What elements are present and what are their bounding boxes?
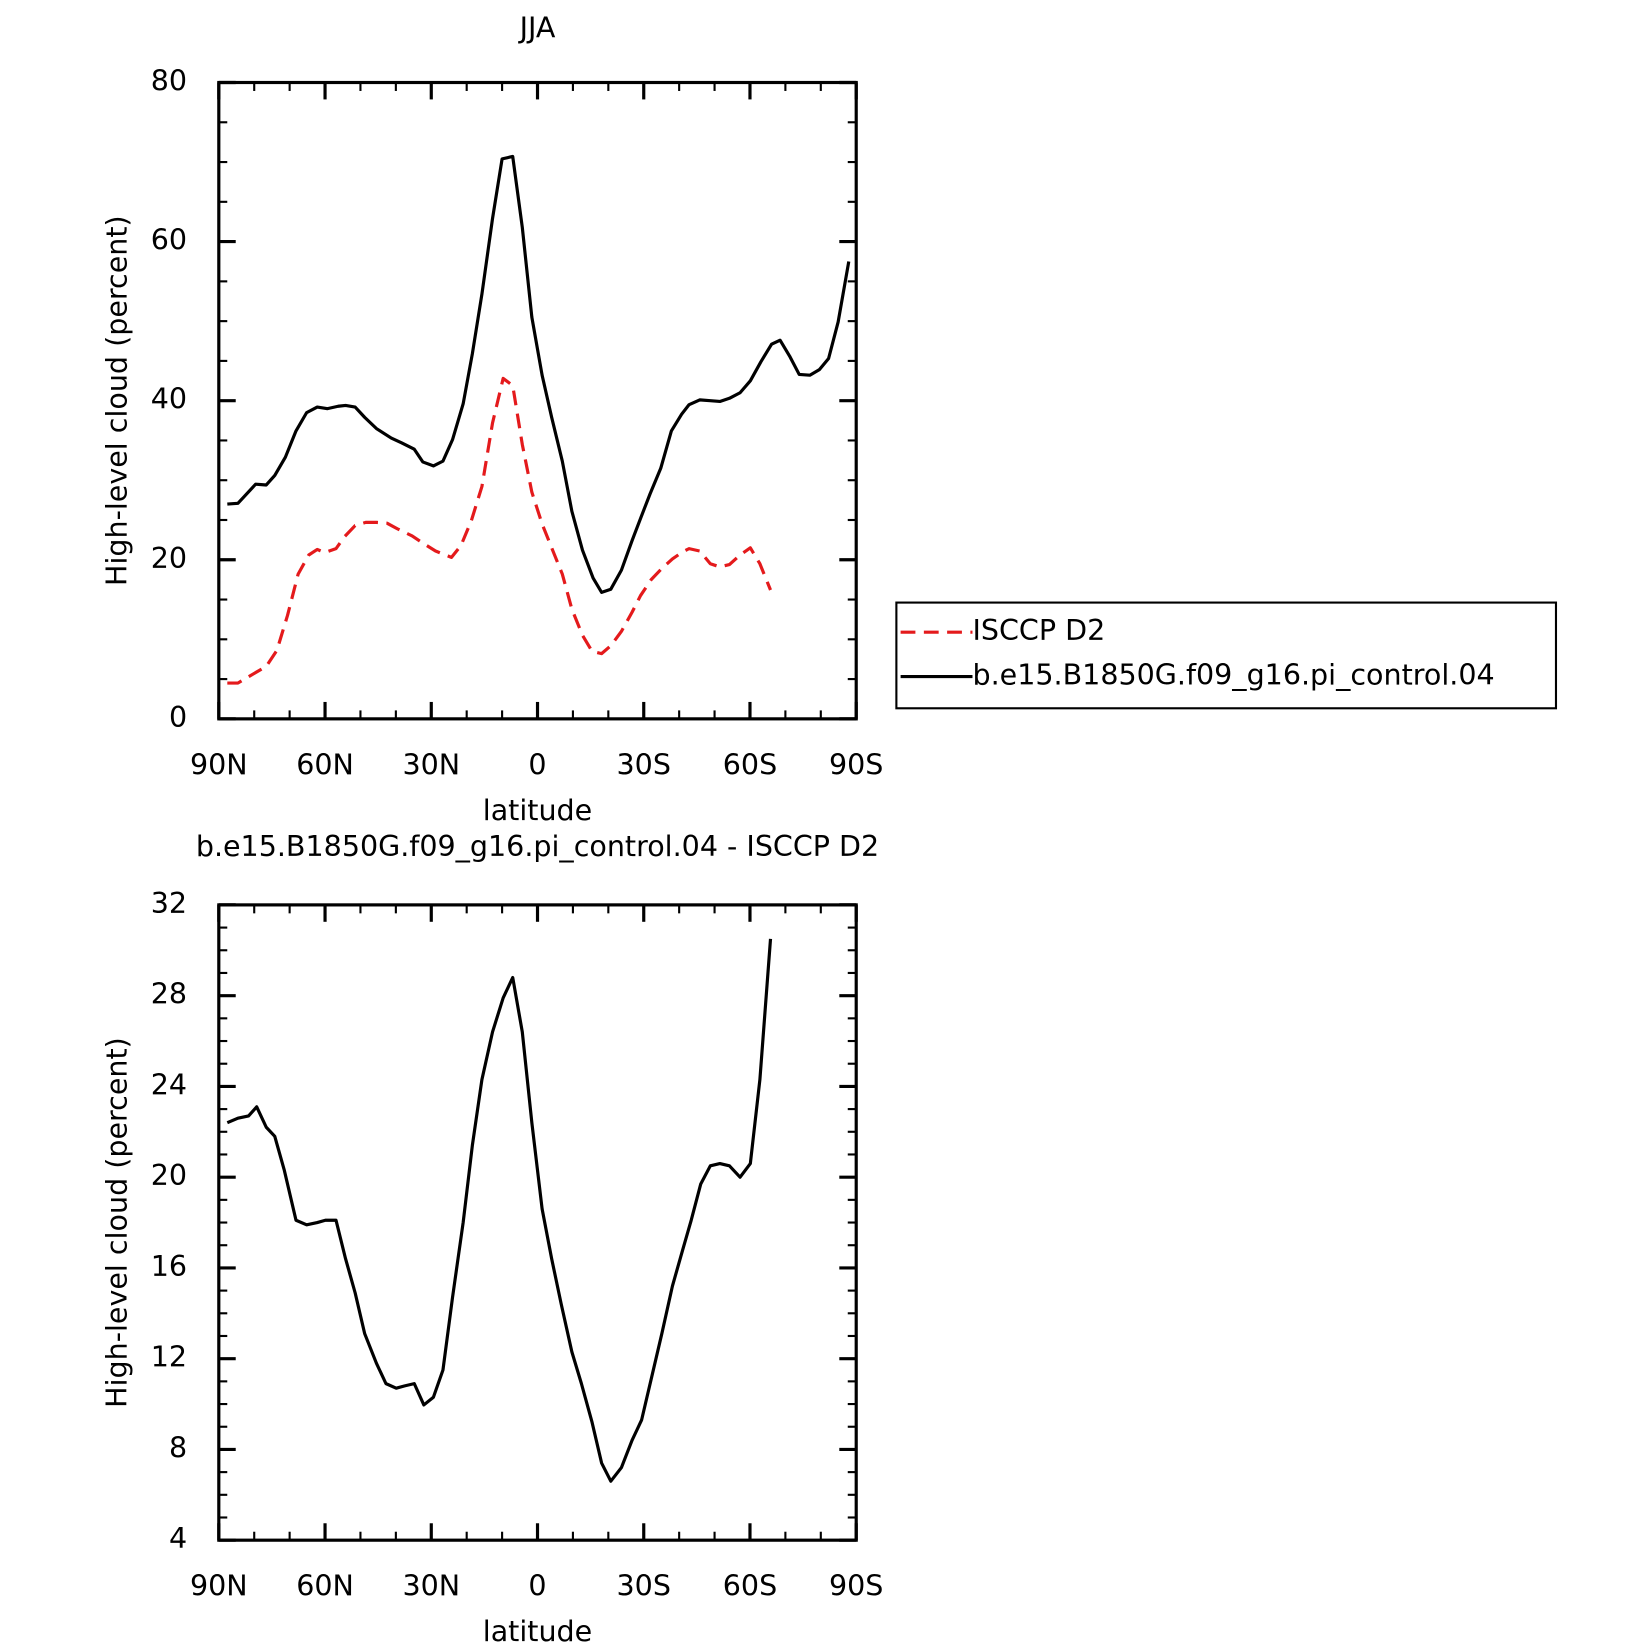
chart-title: JJA — [518, 12, 556, 45]
x-tick-label: 60N — [296, 748, 354, 781]
x-tick-label: 90S — [829, 1570, 883, 1603]
y-tick-label: 16 — [151, 1250, 187, 1283]
chart-title: b.e15.B1850G.f09_g16.pi_control.04 - ISC… — [196, 830, 879, 863]
y-tick-label: 20 — [151, 542, 187, 575]
y-tick-label: 28 — [151, 978, 187, 1011]
y-tick-label: 8 — [169, 1431, 187, 1464]
x-tick-label: 30N — [402, 748, 460, 781]
data-line — [227, 154, 851, 594]
y-axis-label: High-level cloud (percent) — [100, 215, 133, 586]
x-tick-label: 90N — [190, 1570, 248, 1603]
legend-label: ISCCP D2 — [972, 614, 1105, 647]
x-tick-label: 30N — [402, 1570, 460, 1603]
x-tick-label: 90N — [190, 748, 248, 781]
y-tick-label: 60 — [151, 224, 187, 257]
data-line — [226, 938, 773, 1483]
x-tick-label: 60S — [723, 748, 777, 781]
y-tick-label: 24 — [151, 1068, 187, 1101]
legend-label: b.e15.B1850G.f09_g16.pi_control.04 — [972, 659, 1494, 692]
x-tick-label: 30S — [617, 748, 671, 781]
y-tick-label: 80 — [151, 65, 187, 98]
plot-frame — [217, 903, 858, 1542]
data-line — [227, 376, 772, 685]
y-tick-label: 32 — [151, 887, 187, 920]
y-tick-label: 4 — [169, 1522, 187, 1555]
y-tick-label: 0 — [169, 701, 187, 734]
x-tick-label: 60N — [296, 1570, 354, 1603]
x-tick-label: 0 — [528, 1570, 546, 1603]
x-axis-label: latitude — [483, 1615, 592, 1647]
x-axis-label: latitude — [483, 794, 592, 827]
x-tick-label: 30S — [617, 1570, 671, 1603]
y-tick-label: 12 — [151, 1341, 187, 1374]
plot-frame — [217, 80, 858, 721]
legend-box — [895, 601, 1558, 710]
x-tick-label: 60S — [723, 1570, 777, 1603]
x-tick-label: 90S — [829, 748, 883, 781]
y-tick-label: 20 — [151, 1159, 187, 1192]
y-axis-label: High-level cloud (percent) — [100, 1037, 133, 1408]
y-tick-label: 40 — [151, 383, 187, 416]
x-tick-label: 0 — [528, 748, 546, 781]
